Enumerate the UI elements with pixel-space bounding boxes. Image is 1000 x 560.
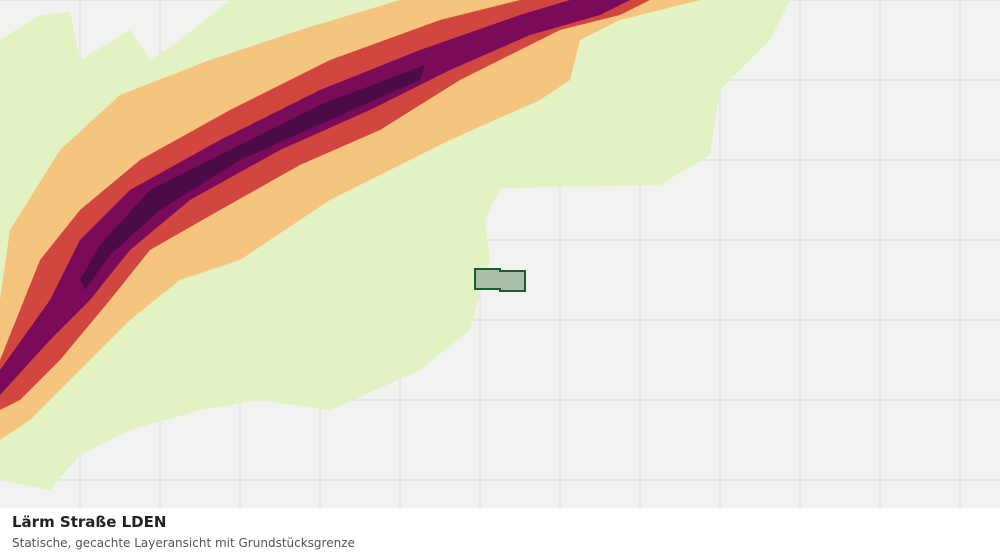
caption-subtitle: Statische, gecachte Layeransicht mit Gru… bbox=[12, 536, 355, 550]
noise-zone-extreme bbox=[80, 65, 425, 290]
map bbox=[0, 0, 1000, 508]
noise-zone-medium bbox=[0, 0, 700, 440]
parcel-boundary[interactable] bbox=[474, 268, 526, 292]
noise-zone-very-high bbox=[0, 0, 630, 395]
caption-title: Lärm Straße LDEN bbox=[12, 513, 167, 531]
